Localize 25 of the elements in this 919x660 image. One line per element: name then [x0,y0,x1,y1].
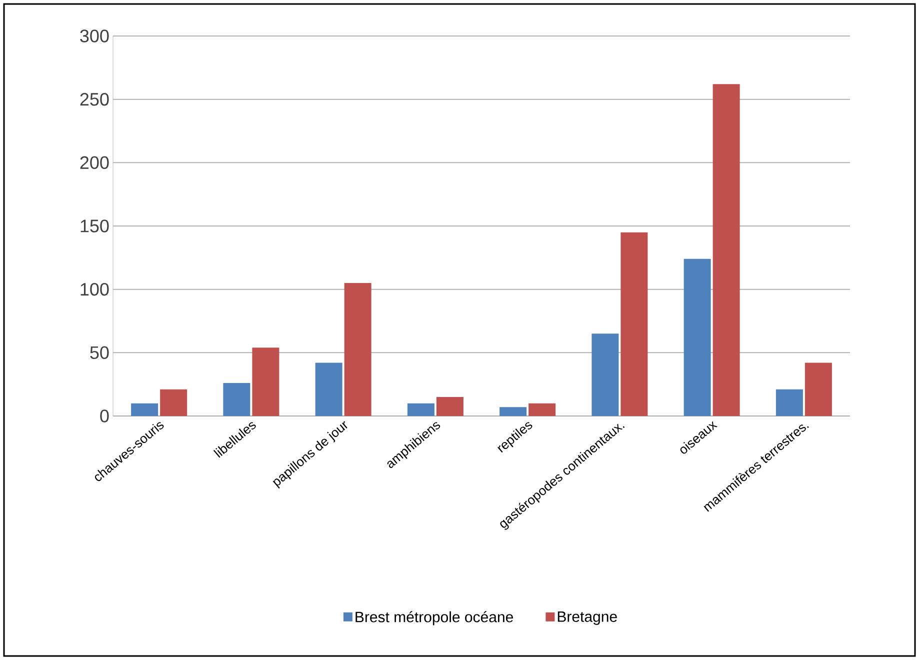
bar [160,389,188,416]
y-tick-label: 200 [80,156,109,170]
legend-label: Bretagne [558,611,617,625]
y-tick-label: 50 [90,346,109,360]
bar [620,232,648,416]
bar [407,403,434,416]
y-tick-label: 150 [80,220,109,232]
y-tick-label: 250 [80,92,109,106]
bar [500,407,527,416]
bar [804,362,832,416]
bar [776,389,803,416]
bar [131,403,158,416]
legend-label: Brest métropole océane [356,611,513,626]
bar [528,403,556,416]
bar [712,84,740,416]
y-tick-label: 0 [100,410,109,422]
y-tick-label: 100 [80,282,109,296]
bar [223,383,250,416]
y-tick-label: 300 [80,30,109,42]
bar [436,396,464,416]
bar [252,348,280,416]
bar [315,362,342,416]
bar [684,258,711,416]
bar [344,282,372,416]
bar [592,334,619,416]
